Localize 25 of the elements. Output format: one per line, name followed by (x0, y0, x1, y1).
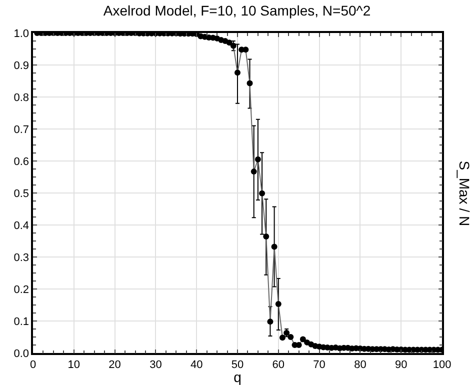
x-tick-label: 90 (394, 358, 408, 371)
x-axis-title: q (234, 369, 242, 385)
y-tick-label: 0.4 (14, 220, 30, 232)
y-tick-label: 0.0 (14, 348, 30, 360)
y-tick-label: 1.0 (14, 28, 30, 40)
x-tick-label: 100 (432, 358, 452, 371)
x-tick-label: 80 (354, 358, 366, 371)
x-tick-label: 70 (313, 358, 326, 371)
x-tick-label: 50 (231, 358, 244, 371)
y-tick-label: 0.1 (14, 316, 30, 328)
x-tick-label: 40 (190, 358, 203, 371)
y-axis-title: S_Max / N (456, 160, 472, 226)
y-tick-label: 0.2 (14, 284, 30, 296)
x-tick-label: 10 (68, 358, 80, 371)
x-tick-label: 60 (272, 358, 285, 371)
x-tick-label: 0 (30, 358, 36, 371)
y-tick-label: 0.7 (14, 124, 30, 136)
x-tick-label: 20 (108, 358, 121, 371)
y-tick-label: 0.5 (14, 188, 30, 200)
y-tick-label: 0.3 (14, 252, 30, 264)
y-tick-label: 0.8 (14, 92, 30, 104)
y-tick-label: 0.6 (14, 156, 30, 168)
chart-title: Axelrod Model, F=10, 10 Samples, N=50^2 (103, 2, 371, 19)
y-tick-label: 0.9 (14, 60, 30, 72)
x-tick-label: 30 (150, 358, 162, 371)
